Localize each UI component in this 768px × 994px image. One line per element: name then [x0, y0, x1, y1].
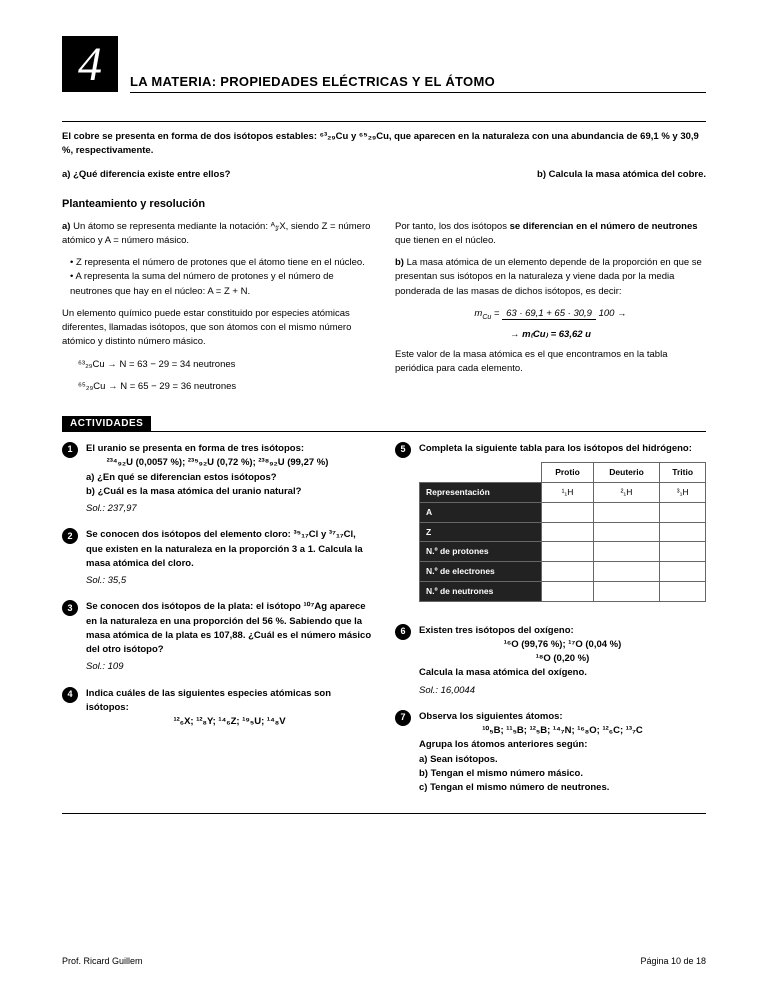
act6-t3: ¹⁸O (0,20 %): [419, 652, 706, 666]
activities-heading: ACTIVIDADES: [62, 416, 151, 431]
page-header: 4 LA MATERIA: PROPIEDADES ELÉCTRICAS Y E…: [62, 36, 706, 93]
act6-t1: Existen tres isótopos del oxígeno:: [419, 625, 574, 636]
act4-t1: Indica cuáles de las siguientes especies…: [86, 688, 331, 713]
plan-col-right: Por tanto, los dos isótopos se diferenci…: [395, 220, 706, 403]
act2-t1: Se conocen dos isótopos del elemento clo…: [86, 529, 363, 569]
cell-tritio: ³₁H: [660, 483, 706, 503]
plan-heading: Planteamiento y resolución: [62, 198, 706, 210]
row-electrons: N.º de electrones: [420, 562, 542, 582]
act7-t1: Observa los siguientes átomos:: [419, 711, 563, 722]
act7-qb: b) Tengan el mismo número másico.: [419, 767, 706, 781]
activity-3: 3 Se conocen dos isótopos de la plata: e…: [62, 600, 373, 674]
row-z: Z: [420, 522, 542, 542]
act1-qa: a) ¿En qué se diferencian estos isótopos…: [86, 471, 373, 485]
act1-qb: b) ¿Cuál es la masa atómica del uranio n…: [86, 485, 373, 499]
act-num-6: 6: [395, 624, 411, 640]
activities-rule: [62, 431, 706, 432]
intro-questions: a) ¿Qué diferencia existe entre ellos? b…: [62, 169, 706, 180]
intro-qa: a) ¿Qué diferencia existe entre ellos?: [62, 169, 230, 180]
act3-sol: Sol.: 109: [86, 660, 373, 674]
plan-formula: mCu = 63 · 69,1 + 65 · 30,9 100 →: [395, 307, 706, 322]
plan-right-p3: Este valor de la masa atómica es el que …: [395, 348, 706, 377]
activity-7: 7 Observa los siguientes átomos: ¹⁰₅B; ¹…: [395, 710, 706, 796]
activity-1: 1 El uranio se presenta en forma de tres…: [62, 442, 373, 516]
plan-columns: a) Un átomo se representa mediante la no…: [62, 220, 706, 403]
frac-num: 63 · 69,1 + 65 · 30,9: [502, 308, 596, 320]
act6-t4: Calcula la masa atómica del oxígeno.: [419, 666, 706, 680]
act3-t1: Se conocen dos isótopos de la plata: el …: [86, 601, 371, 655]
activities-col-left: 1 El uranio se presenta en forma de tres…: [62, 442, 373, 807]
act7-t2: ¹⁰₅B; ¹¹₅B; ¹²₅B; ¹⁴₇N; ¹⁶₈O; ¹²₆C; ¹³₇C: [419, 724, 706, 738]
th-deuterio: Deuterio: [593, 463, 660, 483]
act6-sol: Sol.: 16,0044: [419, 684, 706, 698]
footer-left: Prof. Ricard Guillem: [62, 956, 143, 966]
act2-sol: Sol.: 35,5: [86, 574, 373, 588]
act-num-4: 4: [62, 687, 78, 703]
plan-right-p1: Por tanto, los dos isótopos se diferenci…: [395, 220, 706, 249]
plan-eq2: ⁶⁵₂₉Cu → N = 65 − 29 = 36 neutrones: [62, 380, 373, 394]
title-wrap: LA MATERIA: PROPIEDADES ELÉCTRICAS Y EL …: [130, 74, 706, 93]
isotopes-table: Protio Deuterio Tritio Representación ¹₁…: [419, 462, 706, 601]
plan-left-bullets: Z representa el número de protones que e…: [62, 256, 373, 299]
act1-t2: ²³⁴₉₂U (0,0057 %); ²³⁵₉₂U (0,72 %); ²³⁸₉…: [62, 456, 373, 470]
footer-right: Página 10 de 18: [640, 956, 706, 966]
cell-deuterio: ²₁H: [593, 483, 660, 503]
row-protons: N.º de protones: [420, 542, 542, 562]
act7-qa: a) Sean isótopos.: [419, 753, 706, 767]
plan-eq1: ⁶³₂₉Cu → N = 63 − 29 = 34 neutrones: [62, 358, 373, 372]
plan-left-p1: a) Un átomo se representa mediante la no…: [62, 220, 373, 249]
act4-t2: ¹²₆X; ¹²₈Y; ¹⁴₆Z; ¹⁹₅U; ¹⁴₈V: [86, 715, 373, 729]
activity-5: 5 Completa la siguiente tabla para los i…: [395, 442, 706, 612]
act7-t3: Agrupa los átomos anteriores según:: [419, 738, 706, 752]
plan-left-p2: Un elemento químico puede estar constitu…: [62, 307, 373, 350]
cell-protio: ¹₁H: [542, 483, 593, 503]
intro-text: El cobre se presenta en forma de dos isó…: [62, 130, 706, 159]
act7-qc: c) Tengan el mismo número de neutrones.: [419, 781, 706, 795]
act1-t1: El uranio se presenta en forma de tres i…: [86, 443, 304, 454]
intro-qb: b) Calcula la masa atómica del cobre.: [537, 169, 706, 180]
act6-t2: ¹⁶O (99,76 %); ¹⁷O (0,04 %): [419, 638, 706, 652]
th-protio: Protio: [542, 463, 593, 483]
plan-col-left: a) Un átomo se representa mediante la no…: [62, 220, 373, 403]
page-footer: Prof. Ricard Guillem Página 10 de 18: [62, 956, 706, 966]
act-num-7: 7: [395, 710, 411, 726]
frac-den: 100: [599, 308, 615, 319]
section-rule-top: [62, 121, 706, 122]
act-num-3: 3: [62, 600, 78, 616]
row-a: A: [420, 502, 542, 522]
chapter-number: 4: [62, 36, 118, 92]
activity-6: 6 Existen tres isótopos del oxígeno: ¹⁶O…: [395, 624, 706, 698]
th-tritio: Tritio: [660, 463, 706, 483]
activities-col-right: 5 Completa la siguiente tabla para los i…: [395, 442, 706, 807]
row-rep: Representación: [420, 483, 542, 503]
activity-4: 4 Indica cuáles de las siguientes especi…: [62, 687, 373, 730]
act-num-2: 2: [62, 528, 78, 544]
activities-columns: 1 El uranio se presenta en forma de tres…: [62, 442, 706, 807]
section-rule-bottom: [62, 813, 706, 814]
act5-t1: Completa la siguiente tabla para los isó…: [419, 443, 692, 454]
page-title: LA MATERIA: PROPIEDADES ELÉCTRICAS Y EL …: [130, 74, 706, 89]
act-num-5: 5: [395, 442, 411, 458]
title-rule: [130, 92, 706, 93]
plan-result: → m₍Cu₎ = 63,62 u: [395, 328, 706, 342]
act1-sol: Sol.: 237,97: [86, 502, 373, 516]
activity-2: 2 Se conocen dos isótopos del elemento c…: [62, 528, 373, 588]
plan-right-p2: b) La masa atómica de un elemento depend…: [395, 256, 706, 299]
row-neutrons: N.º de neutrones: [420, 581, 542, 601]
plan-bullet-a: A representa la suma del número de proto…: [70, 270, 373, 299]
plan-bullet-z: Z representa el número de protones que e…: [70, 256, 373, 270]
